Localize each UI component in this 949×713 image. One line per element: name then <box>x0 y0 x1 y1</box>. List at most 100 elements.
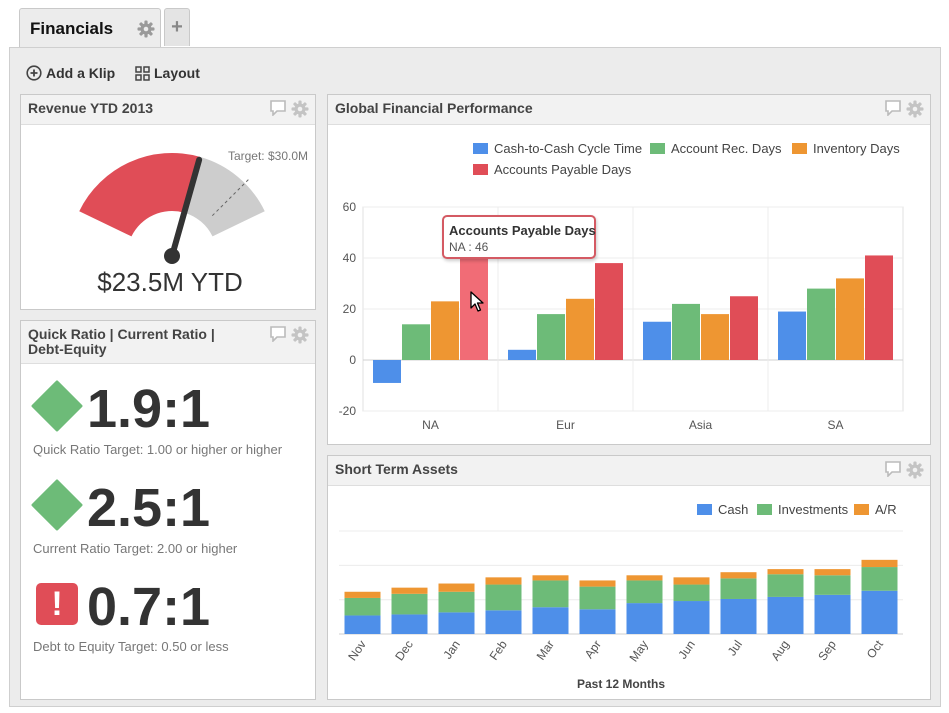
bar[interactable] <box>508 349 536 360</box>
bar-segment[interactable] <box>579 580 616 587</box>
bar-segment[interactable] <box>814 594 851 634</box>
bar[interactable] <box>778 311 806 360</box>
bar[interactable] <box>836 278 864 360</box>
bar-segment[interactable] <box>626 575 663 581</box>
legend-swatch <box>792 143 807 154</box>
add-klip-button[interactable]: Add a Klip <box>26 64 115 82</box>
bar[interactable] <box>373 360 401 383</box>
bar-segment[interactable] <box>767 569 804 575</box>
bar-segment[interactable] <box>861 567 898 591</box>
y-tick-label: 40 <box>343 251 357 265</box>
gear-icon[interactable] <box>906 100 924 118</box>
gear-icon[interactable] <box>291 100 309 118</box>
bar[interactable] <box>643 321 671 360</box>
comment-icon[interactable] <box>269 326 287 342</box>
panel-header: Quick Ratio | Current Ratio | Debt-Equity <box>21 321 315 364</box>
gear-icon[interactable] <box>291 326 309 344</box>
bar[interactable] <box>537 314 565 360</box>
tab-label: Financials <box>30 19 114 38</box>
bar-segment[interactable] <box>720 578 757 599</box>
panel-title: Short Term Assets <box>335 461 458 477</box>
legend-item[interactable]: Cash-to-Cash Cycle Time <box>473 141 642 156</box>
bar-segment[interactable] <box>767 574 804 597</box>
bar-segment[interactable] <box>344 597 381 616</box>
gear-icon[interactable] <box>906 461 924 479</box>
legend-item[interactable]: Cash <box>697 502 748 517</box>
layout-button[interactable]: Layout <box>135 64 200 82</box>
legend-item[interactable]: Inventory Days <box>792 141 900 156</box>
legend-swatch <box>697 504 712 515</box>
legend-label: Account Rec. Days <box>671 141 782 156</box>
x-tick-label: Mar <box>534 638 557 663</box>
bar-segment[interactable] <box>391 614 428 634</box>
bar[interactable] <box>807 288 835 360</box>
bar[interactable] <box>566 298 594 360</box>
bar-segment[interactable] <box>532 580 569 608</box>
bar[interactable] <box>431 301 459 360</box>
x-tick-label: May <box>626 638 650 665</box>
title-line-2: Debt-Equity <box>28 341 107 357</box>
tab-financials[interactable]: Financials <box>19 8 161 48</box>
x-tick-label: Jan <box>440 638 463 662</box>
bar-segment[interactable] <box>720 598 757 634</box>
quick-ratio-target: Quick Ratio Target: 1.00 or higher or hi… <box>33 442 283 457</box>
bar-segment[interactable] <box>485 584 522 611</box>
bar-segment[interactable] <box>532 607 569 634</box>
panel-header-icons <box>884 100 924 118</box>
gear-icon[interactable] <box>137 20 155 38</box>
bar-segment[interactable] <box>579 609 616 634</box>
legend-swatch <box>473 164 488 175</box>
bar-segment[interactable] <box>673 584 710 602</box>
bar-segment[interactable] <box>673 601 710 634</box>
bar-segment[interactable] <box>861 559 898 568</box>
layout-label: Layout <box>154 65 200 81</box>
comment-icon[interactable] <box>884 100 902 116</box>
bar[interactable] <box>595 263 623 360</box>
bar-segment[interactable] <box>720 572 757 579</box>
bar-segment[interactable] <box>814 575 851 595</box>
legend-label: Investments <box>778 502 849 517</box>
comment-icon[interactable] <box>269 100 287 116</box>
bar-segment[interactable] <box>391 593 428 615</box>
y-tick-label: 20 <box>343 302 357 316</box>
legend-label: Cash <box>718 502 749 517</box>
legend-swatch <box>757 504 772 515</box>
bar-segment[interactable] <box>626 580 663 604</box>
bar[interactable] <box>672 303 700 360</box>
bar-segment[interactable] <box>391 587 428 594</box>
add-tab-button[interactable]: + <box>164 8 190 46</box>
sta-stacked-bar-chart: Nov Dec Jan Feb Mar Apr May Jun Jul Aug Sep Oct Past… <box>339 530 903 691</box>
bar[interactable] <box>402 324 430 360</box>
bar-segment[interactable] <box>438 612 475 634</box>
bar-segment[interactable] <box>532 575 569 581</box>
bar-segment[interactable] <box>861 590 898 634</box>
bar-segment[interactable] <box>438 583 475 592</box>
panel-title: Quick Ratio | Current Ratio | Debt-Equity <box>28 327 215 357</box>
comment-icon[interactable] <box>884 461 902 477</box>
plus-circle-icon <box>26 65 42 81</box>
bar-segment[interactable] <box>438 591 475 613</box>
legend-item[interactable]: Accounts Payable Days <box>473 162 631 177</box>
y-tick-label: 0 <box>349 353 356 367</box>
bar-segment[interactable] <box>673 577 710 585</box>
legend-item[interactable]: A/R <box>854 502 897 517</box>
bar[interactable] <box>865 255 893 360</box>
legend-swatch <box>854 504 869 515</box>
revenue-gauge: Target: $30.0M $23.5M YTD <box>79 149 308 297</box>
bar[interactable] <box>730 296 758 360</box>
bar-segment[interactable] <box>626 603 663 634</box>
bar-segment[interactable] <box>767 596 804 634</box>
bar[interactable] <box>701 314 729 360</box>
current-ratio-target: Current Ratio Target: 2.00 or higher <box>33 541 238 556</box>
legend-swatch <box>473 143 488 154</box>
panel-header-icons <box>269 326 309 344</box>
bar-segment[interactable] <box>485 610 522 634</box>
bar-segment[interactable] <box>579 586 616 610</box>
bar-segment[interactable] <box>344 591 381 598</box>
bar-segment[interactable] <box>344 615 381 634</box>
gauge-value-label: $23.5M YTD <box>97 267 242 297</box>
bar-segment[interactable] <box>814 569 851 576</box>
legend-item[interactable]: Account Rec. Days <box>650 141 782 156</box>
bar-segment[interactable] <box>485 577 522 585</box>
legend-item[interactable]: Investments <box>757 502 848 517</box>
